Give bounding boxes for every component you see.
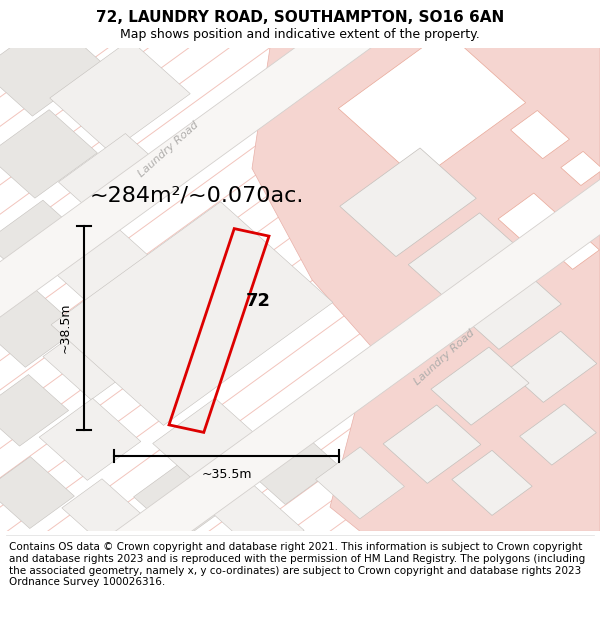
Polygon shape xyxy=(212,484,304,559)
Polygon shape xyxy=(553,232,599,269)
Polygon shape xyxy=(408,213,528,308)
Polygon shape xyxy=(39,398,141,481)
Polygon shape xyxy=(252,48,600,531)
Polygon shape xyxy=(0,289,79,368)
Polygon shape xyxy=(51,202,333,426)
Text: Contains OS data © Crown copyright and database right 2021. This information is : Contains OS data © Crown copyright and d… xyxy=(9,542,585,588)
Text: ~38.5m: ~38.5m xyxy=(59,303,72,353)
Polygon shape xyxy=(0,48,600,531)
Polygon shape xyxy=(152,398,268,490)
Text: Laundry Road: Laundry Road xyxy=(412,328,476,387)
Polygon shape xyxy=(316,447,404,519)
Polygon shape xyxy=(338,31,526,181)
Polygon shape xyxy=(511,111,569,159)
Polygon shape xyxy=(46,64,600,612)
Polygon shape xyxy=(383,405,481,483)
Polygon shape xyxy=(340,148,476,257)
Text: ~35.5m: ~35.5m xyxy=(201,468,252,481)
Polygon shape xyxy=(507,331,597,402)
Polygon shape xyxy=(58,134,182,232)
Polygon shape xyxy=(498,193,558,241)
Polygon shape xyxy=(0,110,97,198)
Polygon shape xyxy=(459,268,561,349)
Polygon shape xyxy=(134,464,226,540)
Polygon shape xyxy=(0,0,554,433)
Polygon shape xyxy=(50,224,166,316)
Polygon shape xyxy=(520,404,596,465)
Text: ~284m²/~0.070ac.: ~284m²/~0.070ac. xyxy=(90,185,304,205)
Text: Laundry Road: Laundry Road xyxy=(136,119,200,179)
Polygon shape xyxy=(0,18,104,116)
Polygon shape xyxy=(452,451,532,516)
Polygon shape xyxy=(62,479,154,554)
Polygon shape xyxy=(0,374,68,446)
Polygon shape xyxy=(0,457,74,529)
Polygon shape xyxy=(431,347,529,425)
Polygon shape xyxy=(0,200,87,282)
Polygon shape xyxy=(561,151,600,186)
Text: 72, LAUNDRY ROAD, SOUTHAMPTON, SO16 6AN: 72, LAUNDRY ROAD, SOUTHAMPTON, SO16 6AN xyxy=(96,9,504,24)
Polygon shape xyxy=(237,422,339,504)
Text: Map shows position and indicative extent of the property.: Map shows position and indicative extent… xyxy=(120,28,480,41)
Text: 72: 72 xyxy=(245,292,271,311)
Polygon shape xyxy=(43,314,149,400)
Polygon shape xyxy=(50,40,190,152)
